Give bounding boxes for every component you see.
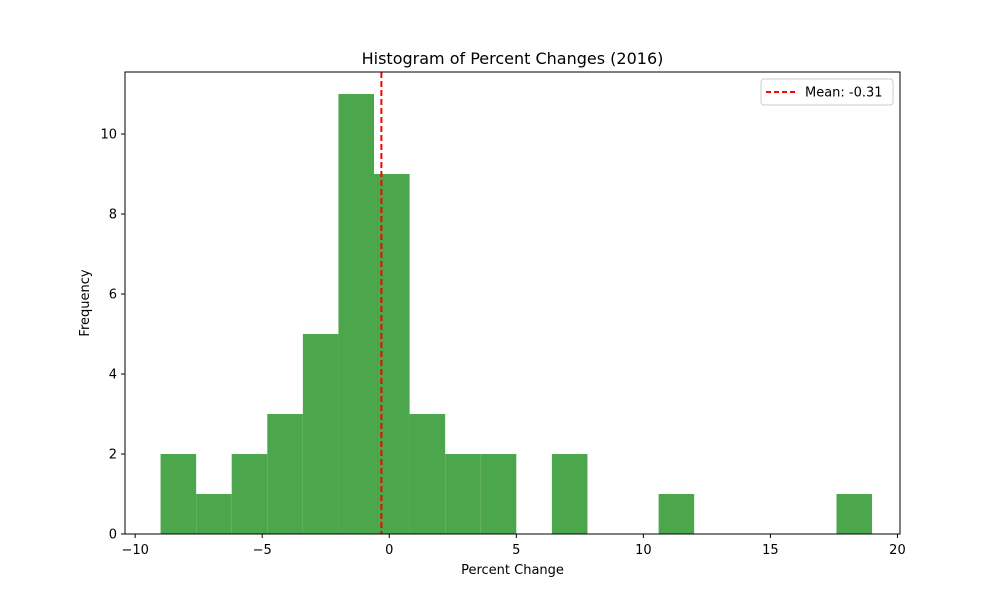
y-tick-label: 8 (109, 208, 117, 223)
x-tick-label: 0 (385, 543, 393, 558)
histogram-bar (836, 494, 873, 534)
x-tick-label: −5 (253, 543, 272, 558)
x-tick-label: 15 (762, 543, 779, 558)
y-axis-ticks: 0 2 4 6 8 10 (100, 128, 125, 543)
histogram-bar (160, 454, 197, 534)
histogram-bar (302, 334, 339, 534)
legend-mean-label: Mean: -0.31 (805, 86, 883, 101)
y-axis-label: Frequency (78, 269, 93, 336)
x-tick-label: 5 (512, 543, 520, 558)
legend: Mean: -0.31 (760, 78, 894, 106)
histogram-bar (409, 414, 446, 534)
legend-box (760, 78, 894, 106)
axes-frame (124, 71, 901, 535)
x-axis-label: Percent Change (461, 563, 564, 578)
histogram-bar (658, 494, 695, 534)
chart-title: Histogram of Percent Changes (2016) (362, 49, 664, 68)
y-tick-label: 2 (109, 448, 117, 463)
histogram-bar (267, 414, 303, 534)
histogram-bar (480, 454, 517, 534)
histogram-bar (231, 454, 268, 534)
histogram-bar (196, 494, 232, 534)
histogram-bar (374, 174, 410, 534)
y-tick-label: 0 (109, 528, 117, 543)
x-tick-label: −10 (121, 543, 148, 558)
x-tick-label: 20 (889, 543, 906, 558)
histogram-bar (338, 94, 375, 534)
x-axis-ticks: −10 −5 0 5 10 15 20 (121, 534, 906, 558)
bars-group (160, 94, 873, 534)
y-tick-label: 6 (109, 288, 117, 303)
histogram-bar (445, 454, 481, 534)
y-tick-label: 4 (109, 368, 117, 383)
x-tick-label: 10 (635, 543, 652, 558)
histogram-bar (551, 454, 588, 534)
y-tick-label: 10 (100, 128, 117, 143)
